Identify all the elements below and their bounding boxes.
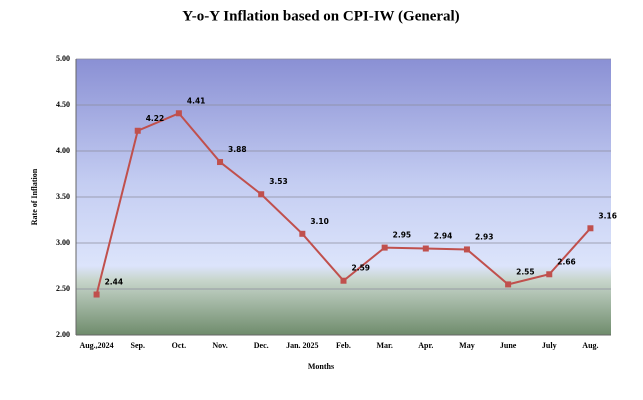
value-label: 2.59 xyxy=(352,264,371,273)
value-label: 4.22 xyxy=(146,114,165,123)
value-label: 2.66 xyxy=(557,257,576,266)
x-tick-label: July xyxy=(542,341,557,350)
chart-title: Y-o-Y Inflation based on CPI-IW (General… xyxy=(182,8,459,24)
x-tick-label: Jan. 2025 xyxy=(286,341,318,350)
marker xyxy=(546,271,553,278)
x-axis-label: Months xyxy=(308,362,334,371)
x-tick-label: Dec. xyxy=(254,341,269,350)
x-tick-label: Apr. xyxy=(418,341,433,350)
y-tick-label: 2.50 xyxy=(56,284,70,293)
x-tick-label: June xyxy=(500,341,517,350)
marker xyxy=(381,244,388,251)
x-tick-label: Aug.,2024 xyxy=(79,341,113,350)
marker xyxy=(134,127,141,134)
value-label: 3.16 xyxy=(598,211,617,220)
value-label: 2.55 xyxy=(516,267,535,276)
value-label: 3.88 xyxy=(228,145,247,154)
y-axis-label: Rate of Inflation xyxy=(30,168,39,225)
marker xyxy=(299,230,306,237)
value-label: 2.44 xyxy=(105,278,124,287)
marker xyxy=(505,281,512,288)
x-tick-label: Aug. xyxy=(582,341,598,350)
y-tick-label: 4.50 xyxy=(56,100,70,109)
y-tick-label: 5.00 xyxy=(56,54,70,63)
y-tick-label: 4.00 xyxy=(56,146,70,155)
marker xyxy=(340,277,347,284)
y-tick-label: 3.50 xyxy=(56,192,70,201)
y-tick-label: 3.00 xyxy=(56,238,70,247)
value-label: 2.95 xyxy=(393,231,412,240)
x-tick-label: Mar. xyxy=(376,341,392,350)
x-tick-label: Sep. xyxy=(131,341,145,350)
marker xyxy=(217,159,224,166)
value-label: 4.41 xyxy=(187,96,206,105)
x-tick-label: Feb. xyxy=(336,341,351,350)
x-tick-label: May xyxy=(459,341,475,350)
marker xyxy=(258,191,265,198)
marker xyxy=(175,110,182,117)
y-tick-label: 2.00 xyxy=(56,330,70,339)
marker xyxy=(587,225,594,232)
x-tick-label: Nov. xyxy=(212,341,227,350)
x-tick-label: Oct. xyxy=(172,341,186,350)
value-label: 3.10 xyxy=(310,217,329,226)
value-label: 2.94 xyxy=(434,232,453,241)
value-label: 3.53 xyxy=(269,177,288,186)
marker xyxy=(422,245,429,252)
marker xyxy=(463,246,470,253)
value-label: 2.93 xyxy=(475,232,494,241)
marker xyxy=(93,291,100,298)
